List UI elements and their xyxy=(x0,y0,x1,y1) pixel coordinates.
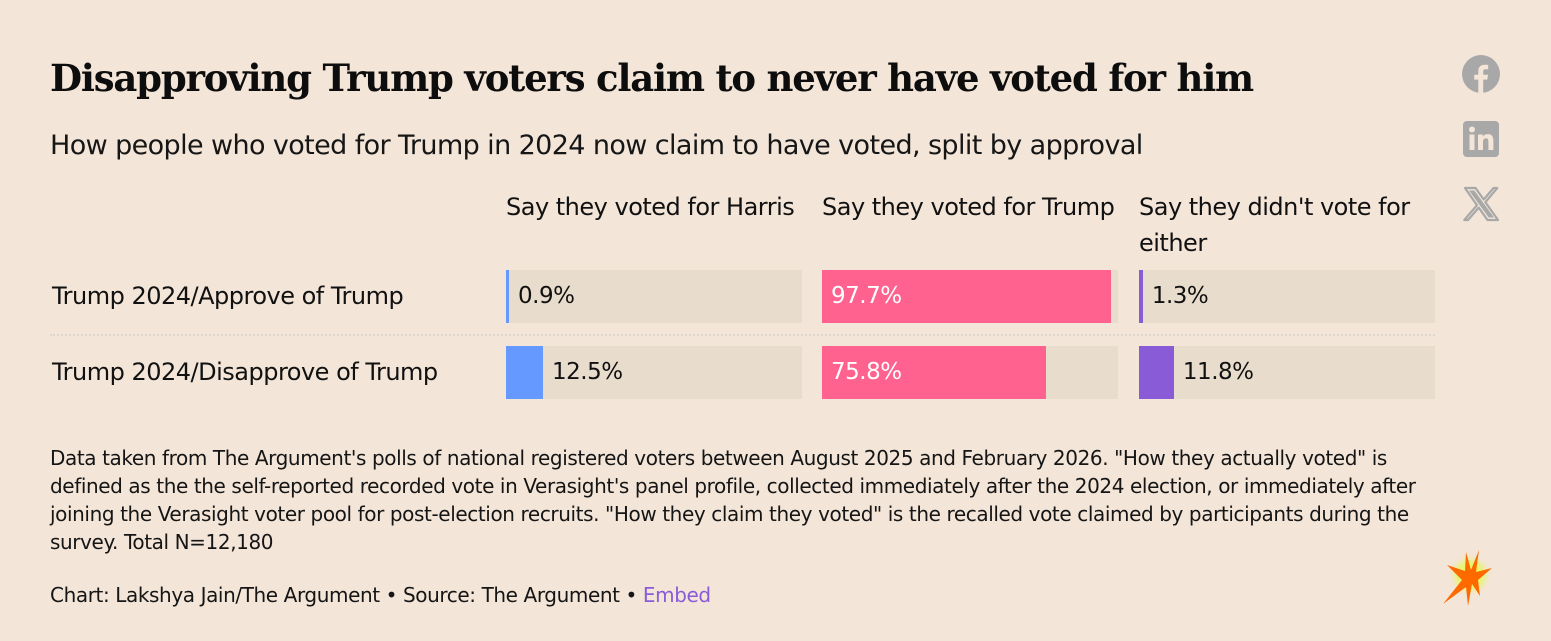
bar-track-trump-1: 97.7% xyxy=(822,270,1118,323)
chart-subtitle: How people who voted for Trump in 2024 n… xyxy=(50,130,1143,161)
bar-track-trump-2: 75.8% xyxy=(822,346,1118,399)
row-label-disapprove: Trump 2024/Disapprove of Trump xyxy=(52,358,438,386)
x-share-button[interactable] xyxy=(1462,185,1500,223)
embed-link[interactable]: Embed xyxy=(642,583,711,607)
bar-value-label: 0.9% xyxy=(518,283,575,309)
bar-value-label: 97.7% xyxy=(831,283,902,309)
column-header-trump: Say they voted for Trump xyxy=(822,193,1115,221)
credit-line: Chart: Lakshya Jain/The Argument • Sourc… xyxy=(50,580,711,610)
x-icon xyxy=(1463,186,1500,222)
bar-value-label: 12.5% xyxy=(552,359,623,385)
bar-harris-1 xyxy=(506,270,509,323)
facebook-share-button[interactable] xyxy=(1462,55,1500,93)
bar-either-2 xyxy=(1139,346,1174,399)
row-label-approve: Trump 2024/Approve of Trump xyxy=(52,282,404,310)
facebook-icon xyxy=(1462,55,1500,93)
bar-trump-1 xyxy=(822,270,1112,323)
bar-either-1 xyxy=(1139,270,1143,323)
row-divider xyxy=(50,334,1435,336)
bar-track-either-1: 1.3% xyxy=(1139,270,1435,323)
chart-title: Disapproving Trump voters claim to never… xyxy=(50,56,1254,100)
column-header-either: Say they didn't vote for either xyxy=(1139,193,1410,257)
credit-text: Chart: Lakshya Jain/The Argument • Sourc… xyxy=(50,583,643,607)
bar-track-harris-1: 0.9% xyxy=(506,270,802,323)
bar-track-either-2: 11.8% xyxy=(1139,346,1435,399)
bar-value-label: 75.8% xyxy=(831,359,902,385)
bar-value-label: 1.3% xyxy=(1151,283,1209,309)
publisher-logo-icon xyxy=(1443,550,1492,606)
bar-trump-2 xyxy=(822,346,1047,399)
column-header-harris: Say they voted for Harris xyxy=(506,193,795,221)
bar-track-harris-2: 12.5% xyxy=(506,346,802,399)
bar-value-label: 11.8% xyxy=(1182,359,1254,385)
methodology-note: Data taken from The Argument's polls of … xyxy=(50,446,1416,554)
bar-harris-2 xyxy=(506,346,543,399)
linkedin-share-button[interactable] xyxy=(1462,120,1500,158)
linkedin-icon xyxy=(1463,121,1499,157)
